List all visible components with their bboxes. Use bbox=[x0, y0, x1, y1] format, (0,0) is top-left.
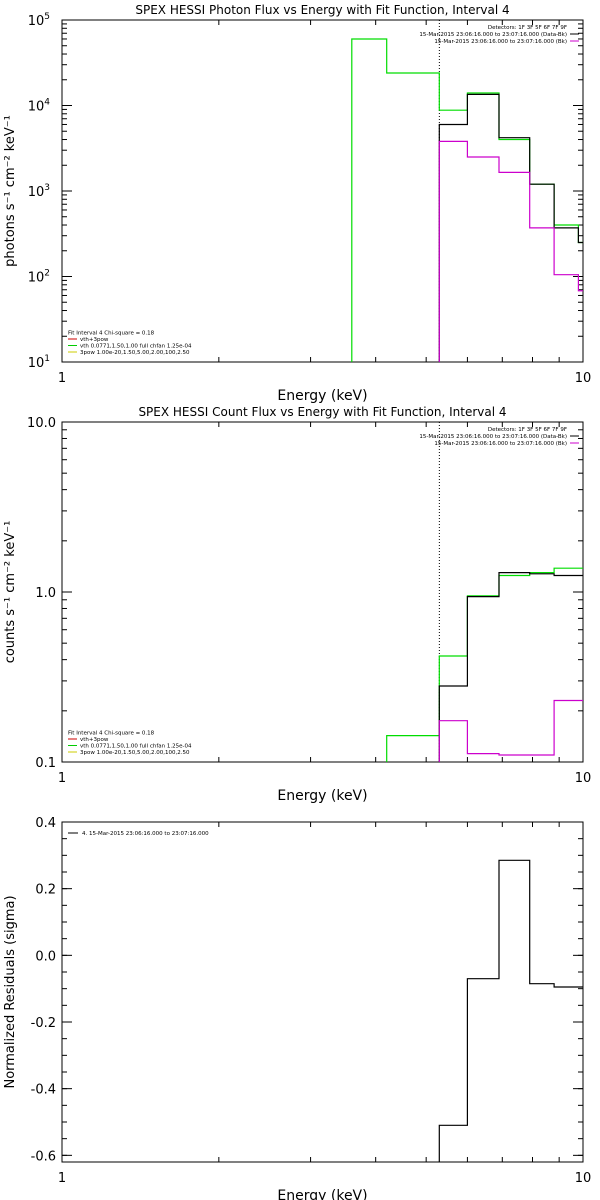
plot-frame bbox=[61, 421, 584, 763]
series-1-step-line bbox=[438, 859, 583, 1162]
y-tick-label: 0.4 bbox=[35, 816, 56, 831]
legend-bottom-entry: vth+3pow bbox=[80, 337, 109, 343]
series-1-step-line bbox=[351, 38, 583, 362]
y-tick-label: 0.2 bbox=[35, 883, 56, 898]
legend-bottom-entry: 3pow 1.00e-20,1.50,5.00,2.00,100,2.50 bbox=[80, 350, 190, 356]
legend-bottom-entry: vth 0.0771,1.50,1.00 full chfan 1.25e-04 bbox=[80, 744, 192, 750]
y-tick-label: 102 bbox=[28, 269, 50, 286]
x-tick-label: 10 bbox=[575, 771, 592, 786]
chart-panel-3: Energy (keV) Normalized Residuals (sigma)… bbox=[3, 816, 591, 1200]
x-tick-label: 1 bbox=[58, 771, 66, 786]
y-tick-label: 101 bbox=[28, 354, 50, 371]
chart-panel-2: SPEX HESSI Count Flux vs Energy with Fit… bbox=[3, 405, 591, 804]
y-tick-label: -0.6 bbox=[31, 1149, 56, 1164]
y-tick-label: 105 bbox=[28, 12, 50, 29]
plot-frame bbox=[61, 19, 584, 363]
legend-bottom-entry: vth 0.0771,1.50,1.00 full chfan 1.25e-04 bbox=[80, 344, 192, 350]
legend-top-entry: 15-Mar-2015 23:06:16.000 to 23:07:16.000… bbox=[434, 39, 567, 45]
legend-bottom-entry: Fit Interval 4 Chi-square = 0.18 bbox=[68, 731, 155, 737]
x-tick-label: 1 bbox=[58, 371, 66, 386]
x-axis-label: Energy (keV) bbox=[277, 1188, 367, 1200]
legend-bottom-entry: 3pow 1.00e-20,1.50,5.00,2.00,100,2.50 bbox=[80, 750, 190, 756]
x-axis-label: Energy (keV) bbox=[277, 788, 367, 804]
y-tick-label: -0.2 bbox=[31, 1016, 56, 1031]
x-axis-label: Energy (keV) bbox=[277, 388, 367, 404]
series-3-step-line bbox=[438, 699, 583, 762]
y-axis-label: photons s⁻¹ cm⁻² keV⁻¹ bbox=[3, 115, 18, 267]
series-3-step-line bbox=[438, 140, 583, 362]
legend-top-entry: 15-Mar-2015 23:06:16.000 to 23:07:16.000… bbox=[434, 441, 567, 447]
legend-top-entry: 4. 15-Mar-2015 23:06:16.000 to 23:07:16.… bbox=[82, 831, 209, 837]
x-tick-label: 1 bbox=[58, 1171, 66, 1186]
y-axis-label: Normalized Residuals (sigma) bbox=[3, 895, 18, 1088]
plot-frame bbox=[61, 821, 584, 1163]
y-tick-label: 0.0 bbox=[35, 949, 56, 964]
y-tick-label: 1.0 bbox=[35, 586, 56, 601]
chart-title: SPEX HESSI Photon Flux vs Energy with Fi… bbox=[135, 3, 509, 17]
y-tick-label: 0.1 bbox=[35, 756, 56, 771]
y-axis-label: counts s⁻¹ cm⁻² keV⁻¹ bbox=[3, 521, 18, 664]
y-tick-label: 104 bbox=[28, 98, 51, 115]
y-tick-label: 103 bbox=[28, 183, 50, 200]
legend-bottom-entry: vth+3pow bbox=[80, 737, 109, 743]
x-tick-label: 10 bbox=[575, 371, 592, 386]
chart-title: SPEX HESSI Count Flux vs Energy with Fit… bbox=[138, 405, 506, 419]
chart-panel-1: SPEX HESSI Photon Flux vs Energy with Fi… bbox=[3, 3, 591, 404]
series-2-step-line bbox=[438, 572, 583, 762]
legend-top-entry: Detectors: 1F 3F 5F 6F 7F 9F bbox=[488, 427, 567, 433]
y-tick-label: -0.4 bbox=[31, 1083, 56, 1098]
legend-top-entry: 15-Mar-2015 23:06:16.000 to 23:07:16.000… bbox=[419, 434, 567, 440]
y-tick-label: 10.0 bbox=[27, 416, 56, 431]
series-2-step-line bbox=[438, 93, 583, 362]
legend-top-entry: 15-Mar-2015 23:06:16.000 to 23:07:16.000… bbox=[419, 32, 567, 38]
legend-top-entry: Detectors: 1F 3F 5F 6F 7F 9F bbox=[488, 25, 567, 31]
legend-bottom-entry: Fit Interval 4 Chi-square = 0.18 bbox=[68, 331, 155, 337]
x-tick-label: 10 bbox=[575, 1171, 592, 1186]
